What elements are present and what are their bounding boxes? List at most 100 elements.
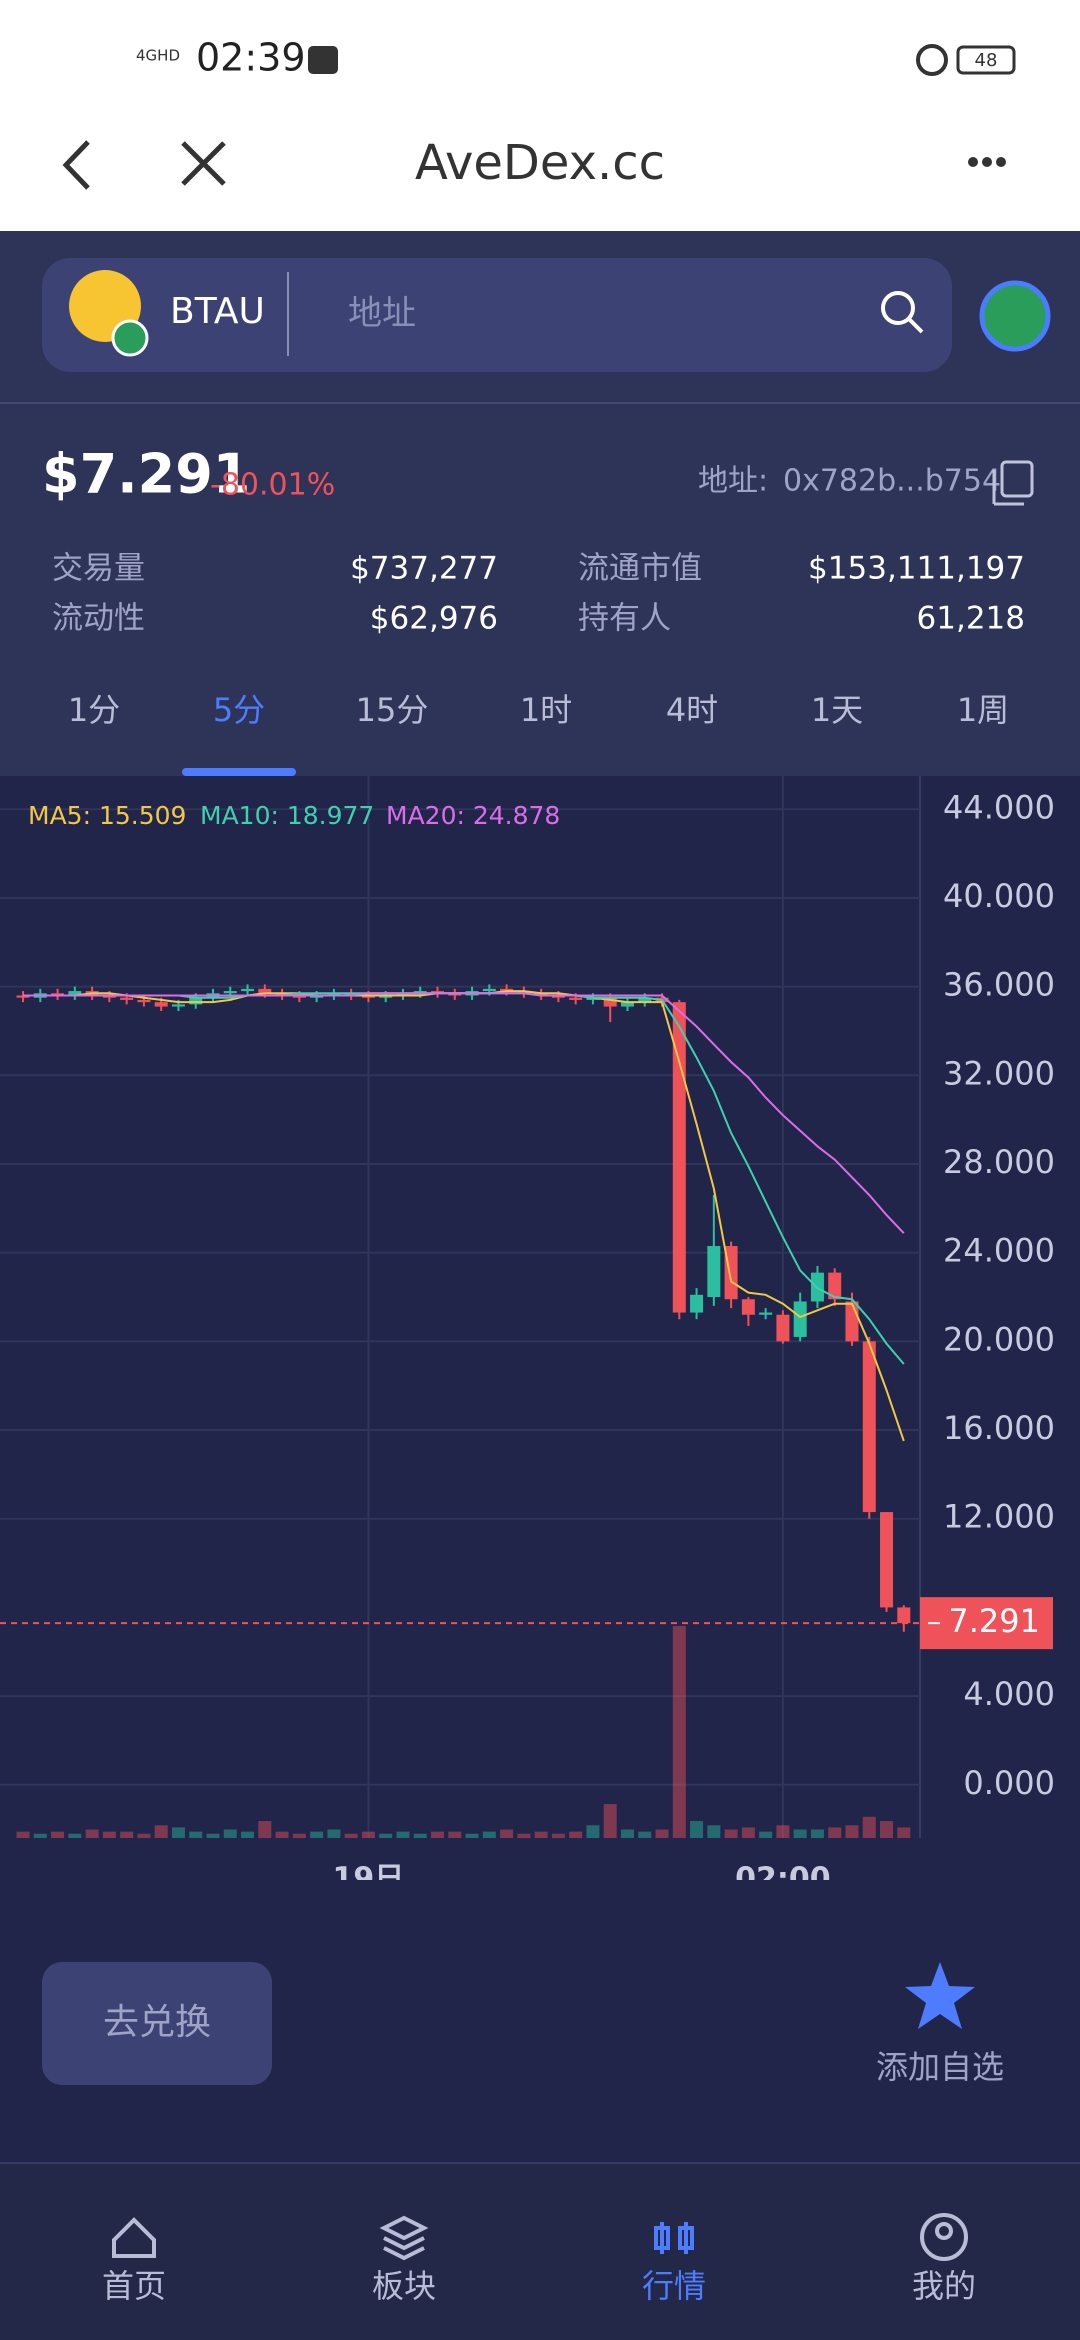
swap-button[interactable] (42, 1962, 272, 2085)
candle-body (102, 995, 116, 998)
volume-bar (690, 1821, 704, 1838)
search-icon[interactable] (881, 291, 924, 334)
volume-bar (102, 1831, 116, 1838)
battery-level: 48 (975, 50, 998, 71)
volume-bar (620, 1829, 634, 1838)
candle-body (880, 1512, 894, 1608)
chart-background (0, 776, 1080, 1880)
volume-bar (85, 1829, 99, 1838)
candle-body (16, 995, 30, 998)
candle-body (379, 995, 393, 998)
volume-bar (897, 1827, 911, 1838)
tab-label[interactable]: 我的 (912, 2267, 976, 2305)
candle-body (569, 997, 583, 1000)
y-tick-label: 20.000 (943, 1320, 1055, 1358)
candle-body (551, 995, 565, 998)
y-tick-label: 16.000 (943, 1409, 1055, 1447)
page-title: AveDex.cc (415, 135, 665, 191)
chain-logo[interactable] (979, 280, 1051, 352)
candle-body (51, 993, 65, 996)
candle-body (396, 993, 410, 996)
volume-bar (534, 1831, 548, 1838)
interval-tab[interactable]: 5分 (213, 691, 265, 729)
volume-bar (845, 1825, 859, 1838)
interval-tab[interactable]: 1周 (957, 691, 1009, 729)
volume-bar (379, 1833, 393, 1838)
token-symbol: BTAU (170, 291, 265, 332)
y-tick-label: 28.000 (943, 1143, 1055, 1181)
volume-bar (551, 1833, 565, 1838)
volume-bar (482, 1831, 496, 1838)
volume-bar (361, 1831, 375, 1838)
interval-tab[interactable]: 4时 (666, 691, 718, 729)
price-tag (920, 1597, 1053, 1650)
volume-bar (672, 1626, 686, 1838)
candle-body (448, 993, 462, 996)
volume-bar (154, 1825, 168, 1838)
volume-bar (206, 1833, 220, 1838)
candle-body (845, 1301, 859, 1342)
candle-body (361, 995, 375, 998)
candle-body (759, 1312, 773, 1315)
interval-tab[interactable]: 1分 (68, 691, 120, 729)
volume-bar (707, 1825, 721, 1838)
battery (956, 45, 1016, 75)
copy-button[interactable] (992, 460, 1034, 506)
price-tag-label: 7.291 (948, 1602, 1040, 1640)
volume-bar (603, 1804, 617, 1838)
volume-bar (413, 1833, 427, 1838)
network: 4GHD (136, 47, 180, 65)
tab-bar (0, 2163, 1080, 2340)
chain-badge (111, 319, 149, 357)
search-box[interactable] (42, 258, 952, 372)
interval-tab[interactable]: 1时 (520, 691, 572, 729)
sector-icon[interactable] (379, 2215, 429, 2261)
star-icon[interactable] (905, 1962, 975, 2029)
candle-body (431, 991, 445, 994)
more-button[interactable] (968, 157, 1006, 167)
close-button[interactable] (181, 141, 226, 186)
candle-body (292, 995, 306, 998)
volume-bar (292, 1833, 306, 1838)
volume-bar (793, 1829, 807, 1838)
interval-tab[interactable]: 15分 (356, 691, 429, 729)
stat-value: $153,111,197 (808, 551, 1025, 587)
search-placeholder[interactable]: 地址 (348, 294, 416, 334)
volume-bar (33, 1833, 47, 1838)
tab-label[interactable]: 首页 (102, 2267, 166, 2305)
volume-bar (120, 1831, 134, 1838)
candle-body (741, 1299, 755, 1315)
y-tick-label: 36.000 (943, 966, 1055, 1004)
watchlist-label[interactable]: 添加自选 (876, 2048, 1004, 2086)
profile-icon[interactable] (920, 2213, 968, 2261)
stat-label: 流通市值 (578, 551, 702, 587)
interval-tab[interactable]: 1天 (811, 691, 863, 729)
candle-body (638, 997, 652, 1003)
candle-body (776, 1314, 790, 1342)
y-tick-label: 0.000 (963, 1764, 1055, 1802)
back-button[interactable] (62, 140, 90, 190)
legend-entry: MA5: 15.509 (28, 801, 186, 830)
market-icon[interactable] (654, 2222, 694, 2254)
address-label: 地址: (698, 464, 768, 499)
candle-body (189, 997, 203, 1005)
volume-bar (68, 1833, 82, 1838)
volume-bar (396, 1831, 410, 1838)
candle-body (327, 993, 341, 996)
y-tick-label: 40.000 (943, 877, 1055, 915)
candle-body (707, 1246, 721, 1298)
volume-bar (724, 1829, 738, 1838)
volume-bar (344, 1833, 358, 1838)
candle-body (120, 997, 134, 1000)
candle-body (171, 1004, 185, 1007)
candle-body (620, 1002, 634, 1007)
tab-label[interactable]: 板块 (372, 2267, 436, 2305)
swap-label[interactable]: 去兑换 (103, 2002, 211, 2043)
stat-label: 交易量 (52, 551, 145, 587)
home-icon[interactable] (112, 2217, 156, 2258)
y-tick-label: 12.000 (943, 1498, 1055, 1536)
volume-bar (448, 1831, 462, 1838)
volume-bar (638, 1831, 652, 1838)
tab-label[interactable]: 行情 (642, 2267, 706, 2305)
